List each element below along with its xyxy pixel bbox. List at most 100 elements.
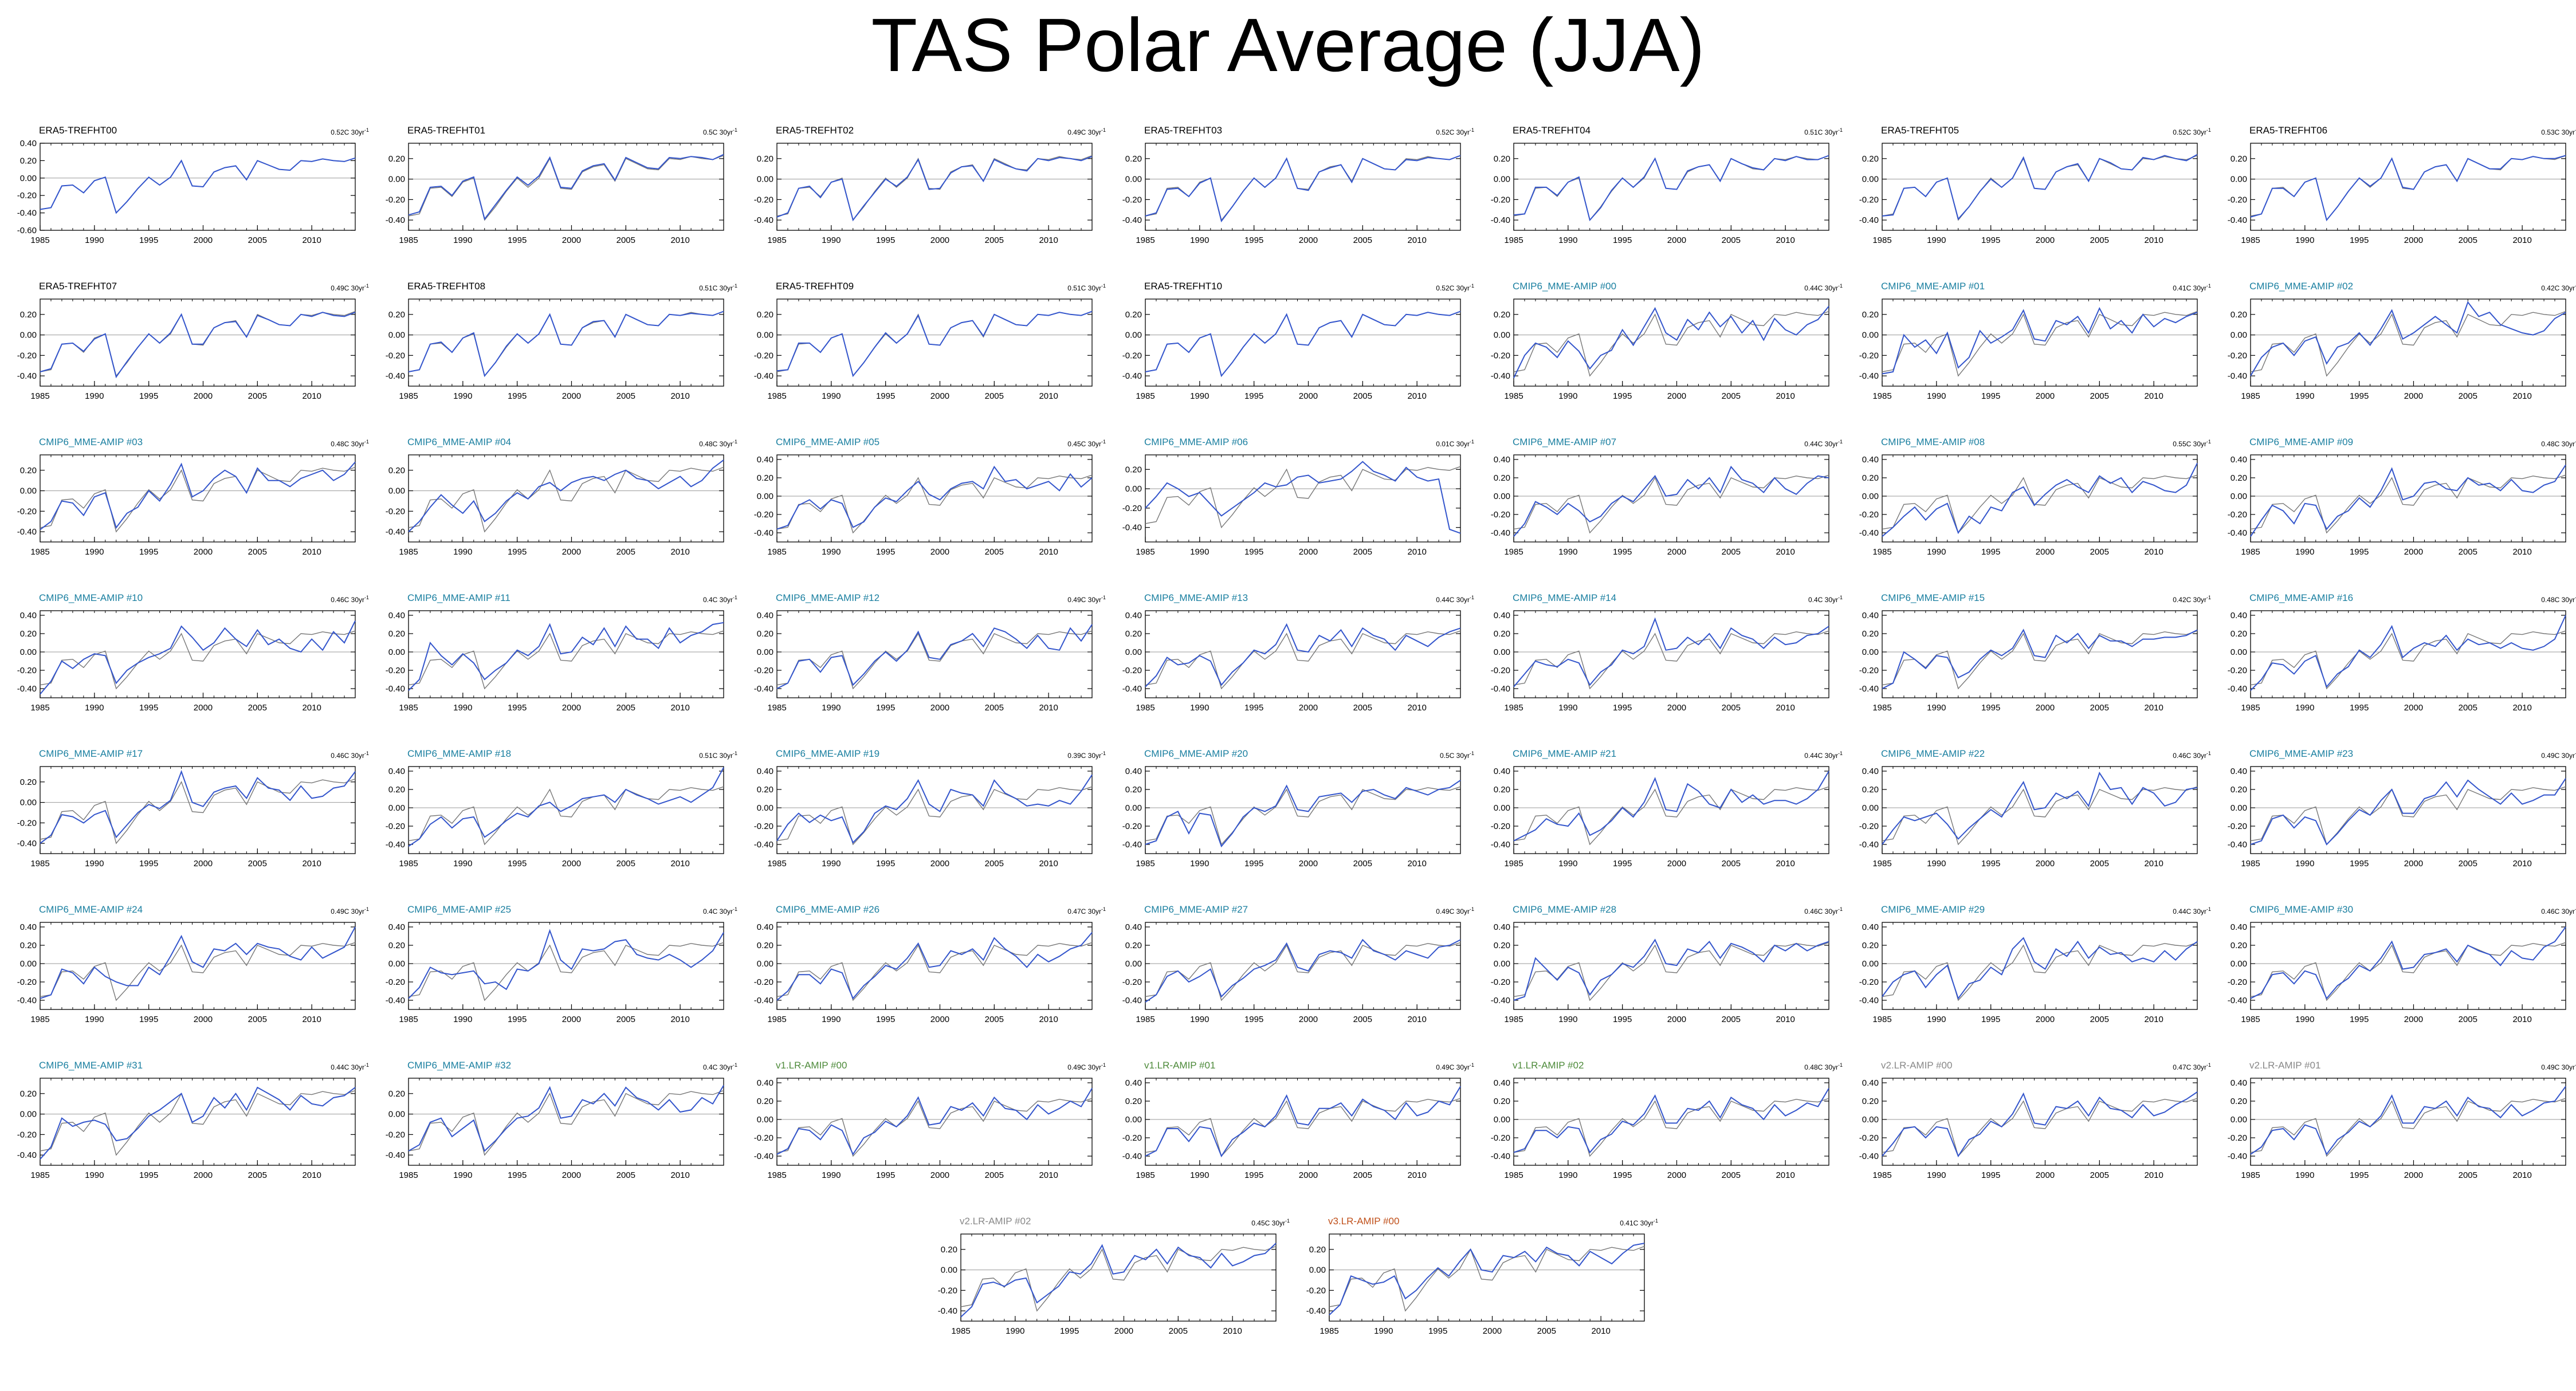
x-tick-label: 1995 <box>508 235 527 245</box>
panel-label: ERA5-TREFHT05 <box>1881 125 1960 136</box>
x-tick-label: 2005 <box>1722 1015 1741 1024</box>
observed-series-line <box>1882 630 2198 690</box>
model-series-line <box>1882 771 2198 845</box>
x-tick-label: 2010 <box>1407 1170 1426 1180</box>
observed-series-line <box>2250 786 2566 846</box>
y-tick-label: 0.00 <box>388 175 405 184</box>
panel-plot: 1985 1990 1995 2000 2005 2010 0.40 0.20 0.00 -0.2… <box>1491 454 1829 557</box>
model-series-line <box>408 1084 724 1152</box>
x-tick-label: 1985 <box>1136 1015 1155 1024</box>
y-tick-label: 0.40 <box>757 611 773 620</box>
y-tick-label: 0.40 <box>1125 611 1142 620</box>
plot-frame <box>776 766 1093 854</box>
panel-label: CMIP6_MME-AMIP #01 <box>1881 281 1985 292</box>
y-tick-label: 0.20 <box>1494 941 1510 950</box>
x-tick-label: 1995 <box>1244 391 1263 401</box>
y-tick-label: -0.20 <box>754 1133 773 1143</box>
x-tick-label: 1985 <box>767 235 786 245</box>
x-tick-label: 2010 <box>2144 1015 2163 1024</box>
y-tick-label: 0.20 <box>757 154 773 164</box>
x-tick-label: 1995 <box>876 1015 895 1024</box>
panel-plot: 1985 1990 1995 2000 2005 2010 0.20 0.00 -0.20 -0.… <box>17 298 356 401</box>
model-series-line <box>776 156 1093 222</box>
panel-trend: 0.52C 30yr-1 <box>1436 283 1474 292</box>
x-tick-label: 2005 <box>248 235 267 245</box>
x-tick-label: 2005 <box>2459 391 2477 401</box>
panel-plot: 1985 1990 1995 2000 2005 2010 0.20 0.00 -0.20 -0.… <box>754 143 1093 245</box>
y-tick-label: 0.00 <box>1125 1115 1142 1125</box>
y-tick-label: 0.00 <box>2231 492 2247 501</box>
x-tick-label: 2010 <box>1407 1015 1426 1024</box>
chart-panel: CMIP6_MME-AMIP #020.42C 30yr-11985199019… <box>2228 281 2576 412</box>
x-tick-label: 2005 <box>248 859 267 869</box>
y-tick-label: -0.40 <box>1491 371 1510 381</box>
panel-trend: 0.39C 30yr-1 <box>1067 750 1106 760</box>
x-tick-label: 1995 <box>1244 703 1263 713</box>
panel-label: CMIP6_MME-AMIP #00 <box>1513 281 1617 292</box>
plot-frame <box>1882 454 2198 543</box>
panel-plot: 1985 1990 1995 2000 2005 2010 0.40 0.20 0.00 -0.2… <box>2228 766 2566 869</box>
panel-label: CMIP6_MME-AMIP #13 <box>1144 592 1248 603</box>
x-tick-label: 2010 <box>1776 703 1794 713</box>
y-tick-label: 0.00 <box>2231 331 2247 340</box>
x-tick-label: 2000 <box>1299 235 1318 245</box>
y-tick-label: 0.00 <box>1494 803 1510 813</box>
chart-panel: CMIP6_MME-AMIP #160.48C 30yr-11985199019… <box>2228 592 2576 724</box>
model-series-line <box>1513 617 1829 687</box>
panel-trend: 0.49C 30yr-1 <box>1067 595 1106 604</box>
observed-series-line <box>2250 311 2566 377</box>
plot-frame <box>408 610 724 698</box>
x-tick-label: 1985 <box>30 1015 49 1024</box>
x-tick-label: 2005 <box>616 391 635 401</box>
x-tick-label: 1995 <box>876 703 895 713</box>
model-series-line <box>2250 1086 2566 1156</box>
model-series-line <box>2250 301 2566 376</box>
model-series-line <box>1882 937 2198 1000</box>
x-tick-label: 2010 <box>302 1170 321 1180</box>
y-tick-label: -0.20 <box>2228 977 2247 987</box>
x-tick-label: 1985 <box>1136 703 1155 713</box>
panel-label: CMIP6_MME-AMIP #16 <box>2249 592 2354 603</box>
y-tick-label: -0.20 <box>1491 822 1510 831</box>
chart-panel: CMIP6_MME-AMIP #25 0.4C 30yr-1 1985 1990 199… <box>386 904 740 1036</box>
x-tick-label: 2005 <box>1722 391 1741 401</box>
x-tick-label: 2000 <box>2404 703 2423 713</box>
x-tick-label: 1990 <box>1190 235 1209 245</box>
model-series-line <box>776 624 1093 689</box>
y-tick-label: 0.20 <box>1862 1097 1879 1106</box>
x-tick-label: 1990 <box>85 859 104 869</box>
y-tick-label: 0.20 <box>1309 1245 1326 1255</box>
x-tick-label: 2000 <box>194 391 213 401</box>
y-tick-label: 0.40 <box>757 922 773 932</box>
x-tick-label: 2000 <box>1299 547 1318 557</box>
y-tick-label: 0.00 <box>1125 484 1142 494</box>
x-tick-label: 1990 <box>1927 859 1946 869</box>
observed-series-line <box>1882 942 2198 1001</box>
panel-label: ERA5-TREFHT06 <box>2249 125 2328 136</box>
observed-series-line <box>408 155 724 221</box>
panel-trend: 0.48C 30yr-1 <box>2541 595 2576 604</box>
y-tick-label: 0.20 <box>388 154 405 164</box>
y-tick-label: 0.00 <box>20 331 37 340</box>
observed-series-line <box>776 786 1093 846</box>
model-series-line <box>1513 938 1829 1001</box>
panel-trend: 0.49C 30yr-1 <box>1436 906 1474 915</box>
x-tick-label: 2000 <box>562 1015 581 1024</box>
x-tick-label: 1985 <box>1872 1170 1891 1180</box>
y-tick-label: 0.20 <box>1494 310 1510 320</box>
y-tick-label: 0.00 <box>1125 331 1142 340</box>
panel-plot: 1985 1990 1995 2000 2005 2010 0.40 0.20 0.00 -0.2… <box>1122 922 1461 1024</box>
observed-series-line <box>776 155 1093 221</box>
y-tick-label: -0.20 <box>1491 666 1510 675</box>
chart-panel: CMIP6_MME-AMIP #24 0.49C 30yr-1 1985 1990 19… <box>17 904 371 1036</box>
chart-panel: ERA5-TREFHT10 0.52C 30yr-1 1985 1990 1995 200… <box>1122 281 1477 412</box>
chart-panel: ERA5-TREFHT05 0.52C 30yr-1 1985 1990 1995 200… <box>1859 125 2213 257</box>
panel-trend: 0.52C 30yr-1 <box>331 127 369 136</box>
y-tick-label: -0.20 <box>754 510 773 520</box>
x-tick-label: 2010 <box>2144 703 2163 713</box>
x-tick-label: 2005 <box>1353 1015 1372 1024</box>
y-tick-label: 0.40 <box>757 767 773 776</box>
panel-label: CMIP6_MME-AMIP #02 <box>2249 281 2354 292</box>
y-tick-label: 0.40 <box>1862 767 1879 776</box>
y-tick-label: -0.40 <box>386 215 405 225</box>
